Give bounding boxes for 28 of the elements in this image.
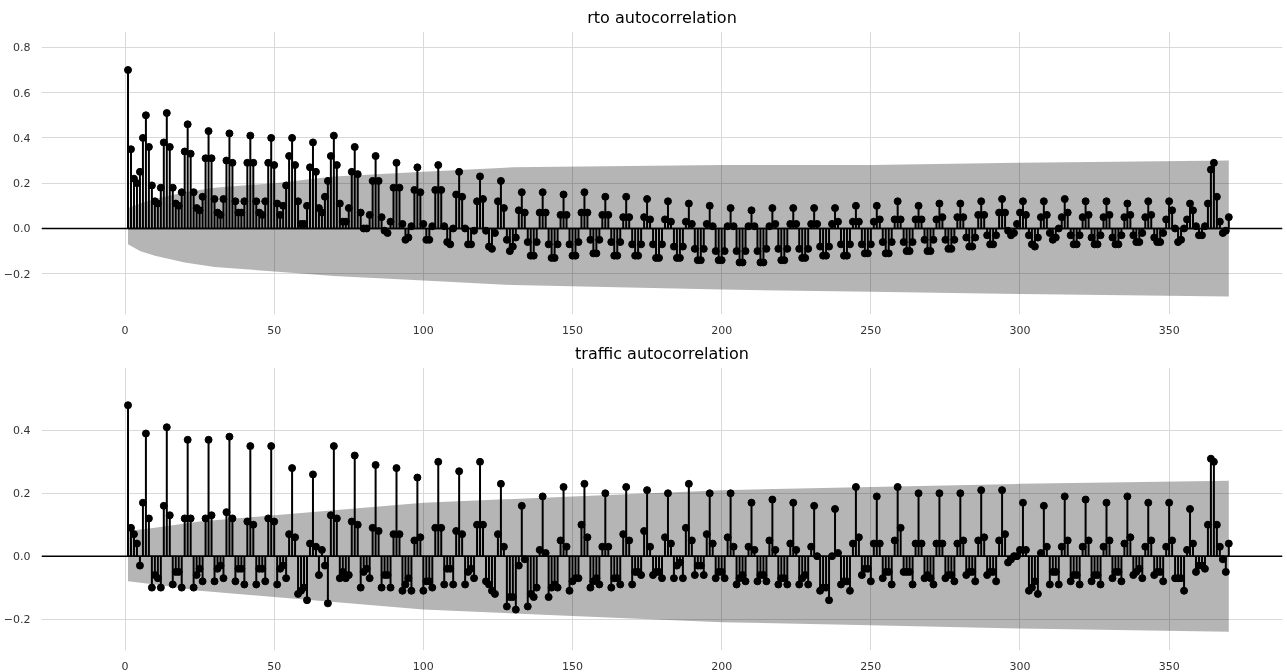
y-tick-label: 0.2 [13,487,31,501]
x-tick-label: 100 [412,659,434,672]
x-tick-label: 250 [860,323,882,337]
x-tick-label: 0 [121,659,129,672]
y-tick-label: 0.4 [13,424,31,438]
y-tick-label: 0.8 [13,41,31,55]
x-tick-label: 300 [1009,323,1031,337]
x-tick-label: 150 [562,323,584,337]
x-tick-label: 50 [267,323,282,337]
x-tick-label: 350 [1158,659,1180,672]
y-tick-label: 0.0 [13,222,31,236]
y-tick-label: −0.2 [3,267,31,281]
y-tick-label: 0.6 [13,86,31,100]
y-tick-label: 0.4 [13,131,31,145]
chart-title: rto autocorrelation [587,7,737,27]
x-tick-label: 100 [412,323,434,337]
x-tick-label: 350 [1158,323,1180,337]
x-tick-label: 200 [711,659,733,672]
x-tick-label: 50 [267,659,282,672]
chart-title: traffic autocorrelation [575,343,749,363]
y-tick-label: 0.2 [13,177,31,191]
x-tick-label: 150 [562,659,584,672]
x-tick-label: 300 [1009,659,1031,672]
x-tick-label: 250 [860,659,882,672]
y-tick-label: −0.2 [3,613,31,627]
x-tick-label: 200 [711,323,733,337]
x-tick-label: 0 [121,323,129,337]
y-tick-label: 0.0 [13,550,31,564]
